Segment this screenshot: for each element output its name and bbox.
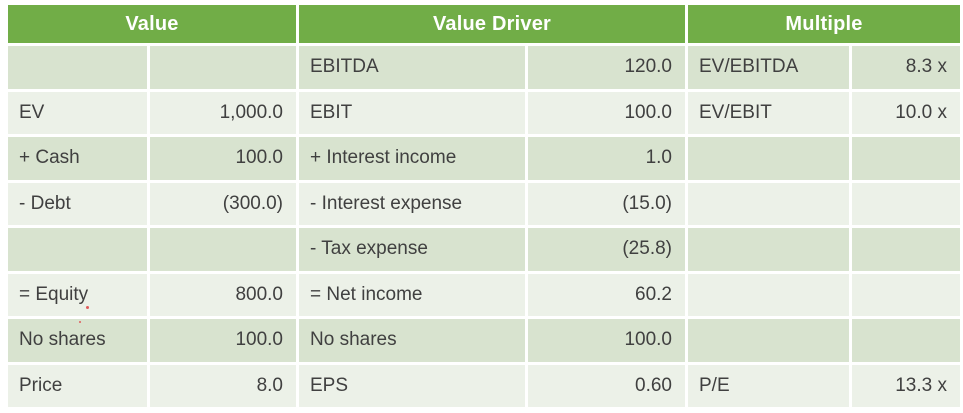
- cell-multiple-label: [688, 228, 849, 271]
- cell-value-label: EV: [8, 91, 147, 134]
- cell-driver-label: EBITDA: [299, 46, 525, 89]
- cell-multiple-amount: [852, 182, 960, 225]
- cell-value-amount: (300.0): [150, 182, 296, 225]
- cell-value-label: [8, 46, 147, 89]
- cell-driver-label: + Interest income: [299, 137, 525, 180]
- cell-multiple-amount: 10.0 x: [852, 91, 960, 134]
- cell-multiple-label: [688, 137, 849, 180]
- cell-driver-amount: (25.8): [528, 228, 685, 271]
- cell-value-amount: 1,000.0: [150, 91, 296, 134]
- cell-multiple-label: EV/EBIT: [688, 91, 849, 134]
- cell-multiple-amount: 13.3 x: [852, 364, 960, 407]
- cell-value-label: No shares: [8, 319, 147, 362]
- cell-multiple-label: [688, 273, 849, 316]
- cell-multiple-label: [688, 319, 849, 362]
- cell-driver-label: = Net income: [299, 273, 525, 316]
- cell-multiple-amount: 8.3 x: [852, 46, 960, 89]
- cell-value-amount: [150, 228, 296, 271]
- cell-value-label: - Debt: [8, 182, 147, 225]
- cell-driver-amount: 100.0: [528, 319, 685, 362]
- cell-driver-amount: 0.60: [528, 364, 685, 407]
- header-value: Value: [8, 5, 296, 43]
- cell-value-amount: 100.0: [150, 319, 296, 362]
- cell-multiple-amount: [852, 319, 960, 362]
- cell-driver-amount: 60.2: [528, 273, 685, 316]
- cell-value-label: Price: [8, 364, 147, 407]
- cell-multiple-label: P/E: [688, 364, 849, 407]
- cell-multiple-amount: [852, 137, 960, 180]
- cell-driver-label: EPS: [299, 364, 525, 407]
- cell-driver-label: EBIT: [299, 91, 525, 134]
- cell-multiple-amount: [852, 273, 960, 316]
- cell-value-label: + Cash: [8, 137, 147, 180]
- red-speck-artifact: [79, 321, 81, 323]
- cell-multiple-amount: [852, 228, 960, 271]
- cell-driver-amount: 100.0: [528, 91, 685, 134]
- cell-value-label: [8, 228, 147, 271]
- cell-value-amount: 100.0: [150, 137, 296, 180]
- cell-driver-label: No shares: [299, 319, 525, 362]
- cell-value-label: = Equity: [8, 273, 147, 316]
- cell-value-amount: 800.0: [150, 273, 296, 316]
- cell-value-amount: [150, 46, 296, 89]
- valuation-table: Value Value Driver Multiple EBITDA 120.0…: [8, 5, 960, 407]
- cell-driver-amount: 1.0: [528, 137, 685, 180]
- cell-driver-label: - Tax expense: [299, 228, 525, 271]
- header-multiple: Multiple: [688, 5, 960, 43]
- header-value-driver: Value Driver: [299, 5, 685, 43]
- cell-multiple-label: EV/EBITDA: [688, 46, 849, 89]
- cell-driver-label: - Interest expense: [299, 182, 525, 225]
- cell-driver-amount: (15.0): [528, 182, 685, 225]
- red-speck-artifact: [86, 306, 89, 309]
- cell-multiple-label: [688, 182, 849, 225]
- cell-value-amount: 8.0: [150, 364, 296, 407]
- cell-driver-amount: 120.0: [528, 46, 685, 89]
